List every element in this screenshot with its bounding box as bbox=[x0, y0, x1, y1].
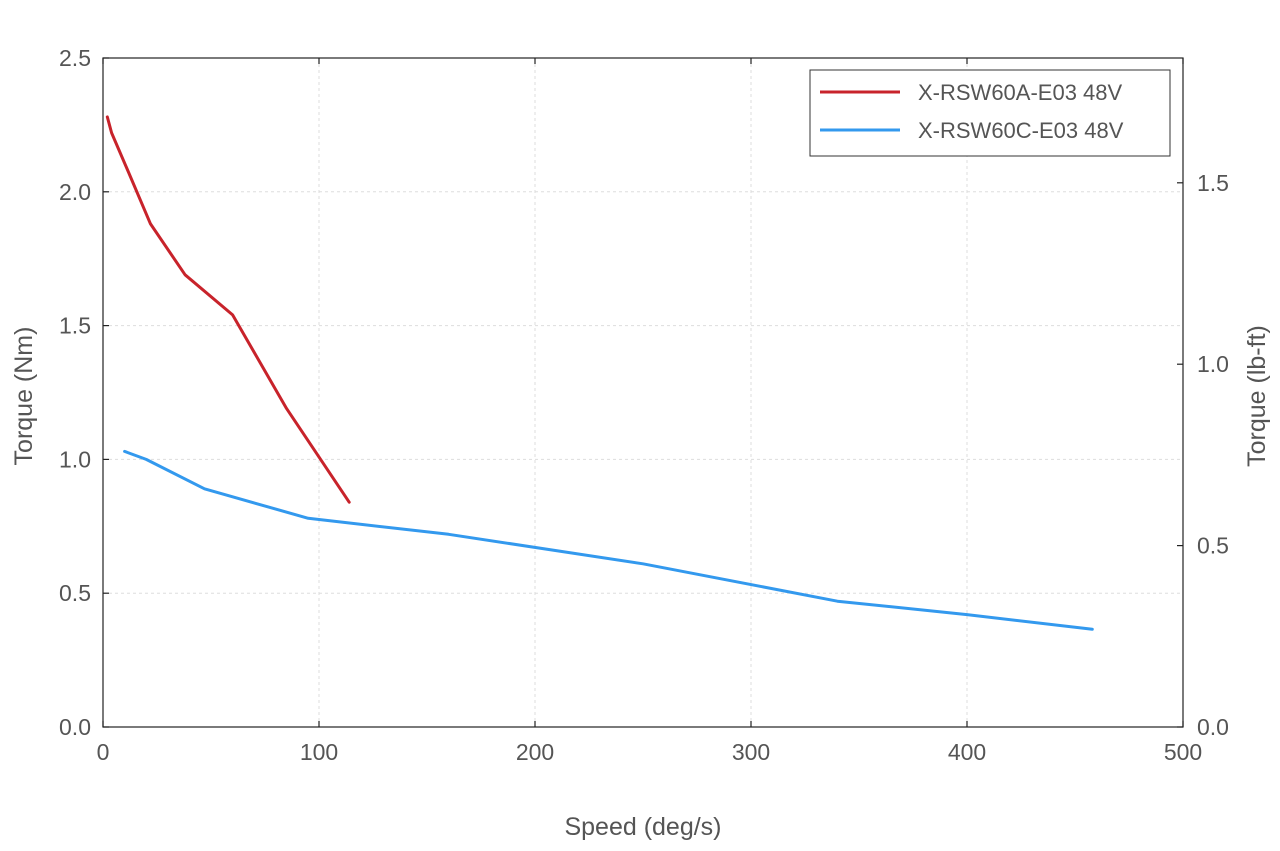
y-tick-label: 1.5 bbox=[59, 313, 91, 339]
legend: X-RSW60A-E03 48V X-RSW60C-E03 48V bbox=[809, 69, 1171, 157]
y-tick-label: 0.0 bbox=[59, 714, 91, 740]
y-axis-ticks: 0.0 0.5 1.0 1.5 2.0 2.5 bbox=[59, 45, 109, 740]
y-tick-label: 2.0 bbox=[59, 179, 91, 205]
grid bbox=[103, 58, 1183, 727]
x-tick-label: 300 bbox=[732, 739, 770, 765]
x-axis-title: Speed (deg/s) bbox=[564, 813, 721, 841]
series-lines bbox=[105, 115, 1094, 631]
x-tick-label: 400 bbox=[948, 739, 986, 765]
y2-tick-label: 0.0 bbox=[1197, 714, 1229, 740]
y2-axis-title: Torque (lb-ft) bbox=[1243, 325, 1271, 467]
y-tick-label: 0.5 bbox=[59, 580, 91, 606]
x-axis-ticks: 0 100 200 300 400 500 bbox=[97, 58, 1202, 765]
y2-tick-label: 1.5 bbox=[1197, 170, 1229, 196]
x-tick-label: 0 bbox=[97, 739, 110, 765]
y-tick-label: 1.0 bbox=[59, 446, 91, 472]
y2-axis-ticks: 0.0 0.5 1.0 1.5 bbox=[1177, 170, 1229, 740]
legend-box bbox=[809, 69, 1171, 157]
x-tick-label: 500 bbox=[1164, 739, 1202, 765]
series-line-2 bbox=[123, 449, 1094, 631]
plot-area-frame bbox=[102, 57, 1184, 728]
x-tick-label: 100 bbox=[300, 739, 338, 765]
legend-label-series-1: X-RSW60A-E03 48V bbox=[918, 80, 1123, 105]
y2-tick-label: 0.5 bbox=[1197, 533, 1229, 559]
legend-label-series-2: X-RSW60C-E03 48V bbox=[918, 118, 1124, 143]
series-line-1 bbox=[105, 115, 351, 504]
y-axis-title: Torque (Nm) bbox=[10, 327, 38, 466]
x-tick-label: 200 bbox=[516, 739, 554, 765]
y2-tick-label: 1.0 bbox=[1197, 351, 1229, 377]
axes bbox=[102, 57, 1184, 728]
y-tick-label: 2.5 bbox=[59, 45, 91, 71]
